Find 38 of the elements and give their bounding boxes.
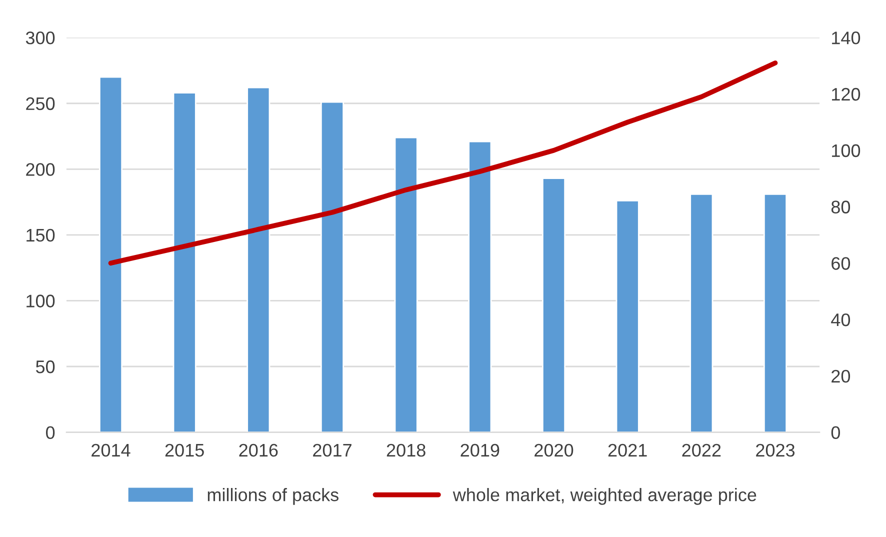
x-tick-label: 2019 [460, 444, 500, 457]
y2-tick-label: 40 [831, 313, 850, 326]
x-tick-label: 2015 [165, 444, 204, 457]
legend-label: millions of packs [208, 488, 338, 505]
y2-tick-label: 0 [831, 426, 840, 440]
y2-tick-label: 20 [832, 370, 850, 383]
x-tick-label: 2017 [313, 444, 352, 457]
bar [763, 193, 788, 432]
y2-tick-label: 80 [831, 200, 850, 214]
y2-tick-label: 120 [832, 88, 860, 101]
legend-label: whole market, weighted average price [452, 488, 756, 505]
bar [320, 101, 344, 432]
y-tick-label: 150 [26, 228, 55, 242]
bar [98, 76, 123, 432]
y-tick-label: 50 [36, 360, 55, 374]
x-tick-label: 2022 [682, 444, 721, 457]
y2-tick-label: 140 [832, 32, 860, 44]
bar [394, 136, 418, 432]
x-tick-label: 2023 [756, 444, 795, 457]
bar [542, 178, 566, 432]
line-series [108, 60, 778, 266]
y-tick-label: 100 [26, 294, 55, 308]
bar [690, 193, 714, 432]
bar [616, 200, 640, 432]
x-tick-label: 2018 [386, 444, 426, 457]
bar [172, 92, 196, 432]
x-tick-label: 2020 [534, 444, 574, 457]
y-tick-label: 250 [26, 97, 55, 110]
x-tick-label: 2014 [92, 444, 130, 457]
y-tick-label: 0 [46, 426, 55, 440]
y-tick-label: 300 [26, 32, 55, 44]
x-tick-label: 2016 [239, 444, 278, 457]
bar [246, 86, 270, 432]
x-tick-label: 2021 [608, 444, 647, 457]
y2-tick-label: 100 [832, 144, 860, 158]
y-tick-label: 200 [26, 163, 55, 176]
bar [468, 140, 492, 432]
y2-tick-label: 60 [832, 257, 850, 270]
